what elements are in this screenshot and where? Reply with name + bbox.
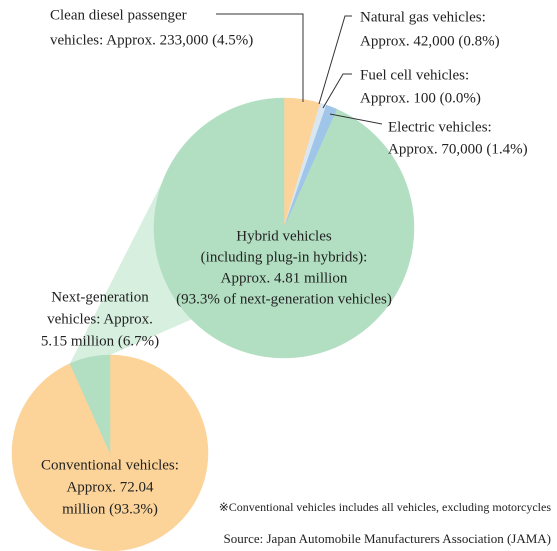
slice-label: Electric vehicles: [388, 119, 492, 135]
slice-label: Clean diesel passenger [50, 7, 187, 23]
leader-line [216, 13, 304, 102]
leader-line [329, 113, 383, 125]
slice-label: Approx. 4.81 million [221, 270, 348, 286]
labels: Conventional vehicles: Approx. 72.04 milli… [41, 7, 528, 517]
slice-label: vehicles: Approx. 233,000 (4.5%) [50, 32, 253, 48]
slice-label: Approx. 72.04 [66, 479, 154, 495]
slice-label: Conventional vehicles: [41, 457, 179, 473]
pies [11, 97, 415, 551]
slice-label: Approx. 42,000 (0.8%) [360, 33, 500, 49]
slice-label: vehicles: Approx. [47, 311, 153, 327]
slice-label: (including plug-in hybrids): [201, 249, 368, 265]
slice-label: million (93.3%) [62, 501, 158, 517]
source: Source: Japan Automobile Manufacturers A… [224, 531, 551, 546]
footnote: ※Conventional vehicles includes all vehi… [219, 500, 552, 514]
slice-label: (93.3% of next-generation vehicles) [176, 291, 392, 307]
slice-label: Approx. 100 (0.0%) [360, 90, 481, 106]
pie-slice [69, 354, 111, 454]
slice-label: Natural gas vehicles: [360, 9, 486, 25]
slice-label: Next-generation [51, 289, 149, 305]
pie-slice [153, 97, 415, 359]
slice-label: 5.15 million (6.7%) [41, 333, 159, 349]
slice-label: Fuel cell vehicles: [360, 67, 469, 83]
slice-label: Hybrid vehicles [236, 228, 332, 244]
leader-line [322, 73, 352, 109]
leader-line [318, 15, 352, 105]
slice-label: Approx. 70,000 (1.4%) [388, 141, 528, 157]
